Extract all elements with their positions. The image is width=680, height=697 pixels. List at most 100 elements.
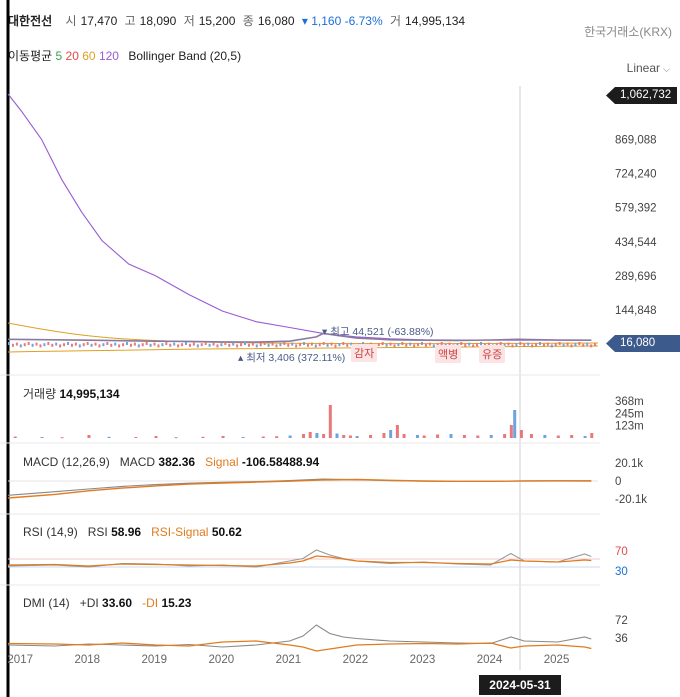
rsi-signal-line [7,555,592,567]
price-candle [279,343,282,347]
price-line [7,332,592,343]
price-candle [550,344,553,348]
x-tick-label: 2023 [410,654,436,666]
volume-bar [174,437,178,439]
volume-bar [503,434,507,438]
price-candle [82,343,85,347]
low-annotation: ▴ 최저 3,406 (372.11%) [238,352,346,364]
macd-value: 382.36 [158,455,196,469]
volume-bar [395,425,399,438]
change-value: ▾ 1,160 -6.73% [301,14,383,28]
volume-label: 거래량 [23,387,57,401]
price-candle [472,344,475,348]
high-value: 18,090 [139,14,177,28]
price-candle [495,343,498,347]
price-candle [456,343,459,347]
volume-bar [529,434,533,438]
volume-bar [402,434,406,438]
price-candle [428,342,431,346]
price-candle [185,342,187,345]
ma120-line [7,93,592,341]
price-candle [468,342,471,346]
price-candle [330,342,333,346]
price-candle [460,342,463,345]
price-candle [413,344,416,348]
price-candle [318,343,321,347]
volume-tick-label: 368m [615,396,644,408]
price-candle [216,344,219,348]
price-candle [539,342,541,345]
event-marker[interactable]: 액병 [435,345,462,363]
mdi-value: 15.23 [161,596,192,610]
macd-series-label: MACD [119,455,156,469]
ma5-legend: 5 [55,49,63,63]
x-tick-label: 2021 [276,654,302,666]
close-value: 16,080 [257,14,295,28]
price-candle [436,343,439,347]
price-candle [98,344,101,348]
open-value: 17,470 [80,14,118,28]
rsi-value: 58.96 [111,525,142,539]
price-candle [255,344,258,348]
price-candle [110,343,113,347]
volume-bar [134,437,138,438]
price-candle [424,343,427,347]
volume-value-header: 14,995,134 [405,14,466,28]
price-candle [224,342,227,345]
price-candle [35,342,38,346]
ma120-legend: 120 [98,49,119,63]
price-candle [295,344,298,348]
volume-bar [315,433,319,438]
low-value: 15,200 [198,14,236,28]
price-candle [244,342,246,345]
price-candle [173,342,176,346]
price-candle [200,343,203,347]
price-candle [67,342,69,345]
price-candle [574,343,577,347]
volume-bar [489,435,493,438]
low-label: 저 [183,14,195,28]
price-candle [133,342,136,346]
open-label: 시 [65,14,77,28]
volume-bar [476,435,480,438]
ma60-legend: 60 [82,49,96,63]
macd-signal-label: Signal [205,455,239,469]
price-candle [306,343,309,347]
crosshair-date-badge: 2024-05-31 [479,675,561,695]
price-candle [43,343,46,347]
price-candle [31,343,34,347]
price-candle [590,344,593,348]
x-tick-label: 2019 [142,654,168,666]
price-candle [303,342,305,345]
price-candle [94,342,97,346]
event-marker[interactable]: 유증 [479,345,506,363]
price-candle [519,342,522,345]
price-candle [11,343,14,347]
volume-bar [348,435,352,438]
volume-bar [462,435,466,438]
price-candle [570,344,573,348]
macd-label: MACD (12,26,9) [23,455,110,469]
price-candle [90,343,93,347]
scale-mode-dropdown[interactable]: Linear [626,61,660,75]
price-candle [27,342,30,345]
x-tick-label: 2018 [74,654,100,666]
price-candle [122,343,125,347]
price-candle [137,344,140,348]
ma-legend[interactable]: 이동평균 5 20 60 120 Bollinger Band (20,5) [8,47,241,64]
ma20-legend: 20 [65,49,79,63]
price-candle [192,342,195,346]
price-candle [19,344,22,348]
price-candle [531,344,534,348]
price-candle [389,342,392,346]
rsi-series-label: RSI [87,525,108,539]
chevron-down-icon[interactable]: ⌵ [663,64,670,74]
price-candle [59,344,62,348]
event-marker[interactable]: 감자 [351,344,378,362]
price-candle [464,343,467,347]
price-candle [397,343,400,347]
price-candle [566,342,569,346]
volume-bar [449,434,453,438]
price-candle [228,343,231,347]
